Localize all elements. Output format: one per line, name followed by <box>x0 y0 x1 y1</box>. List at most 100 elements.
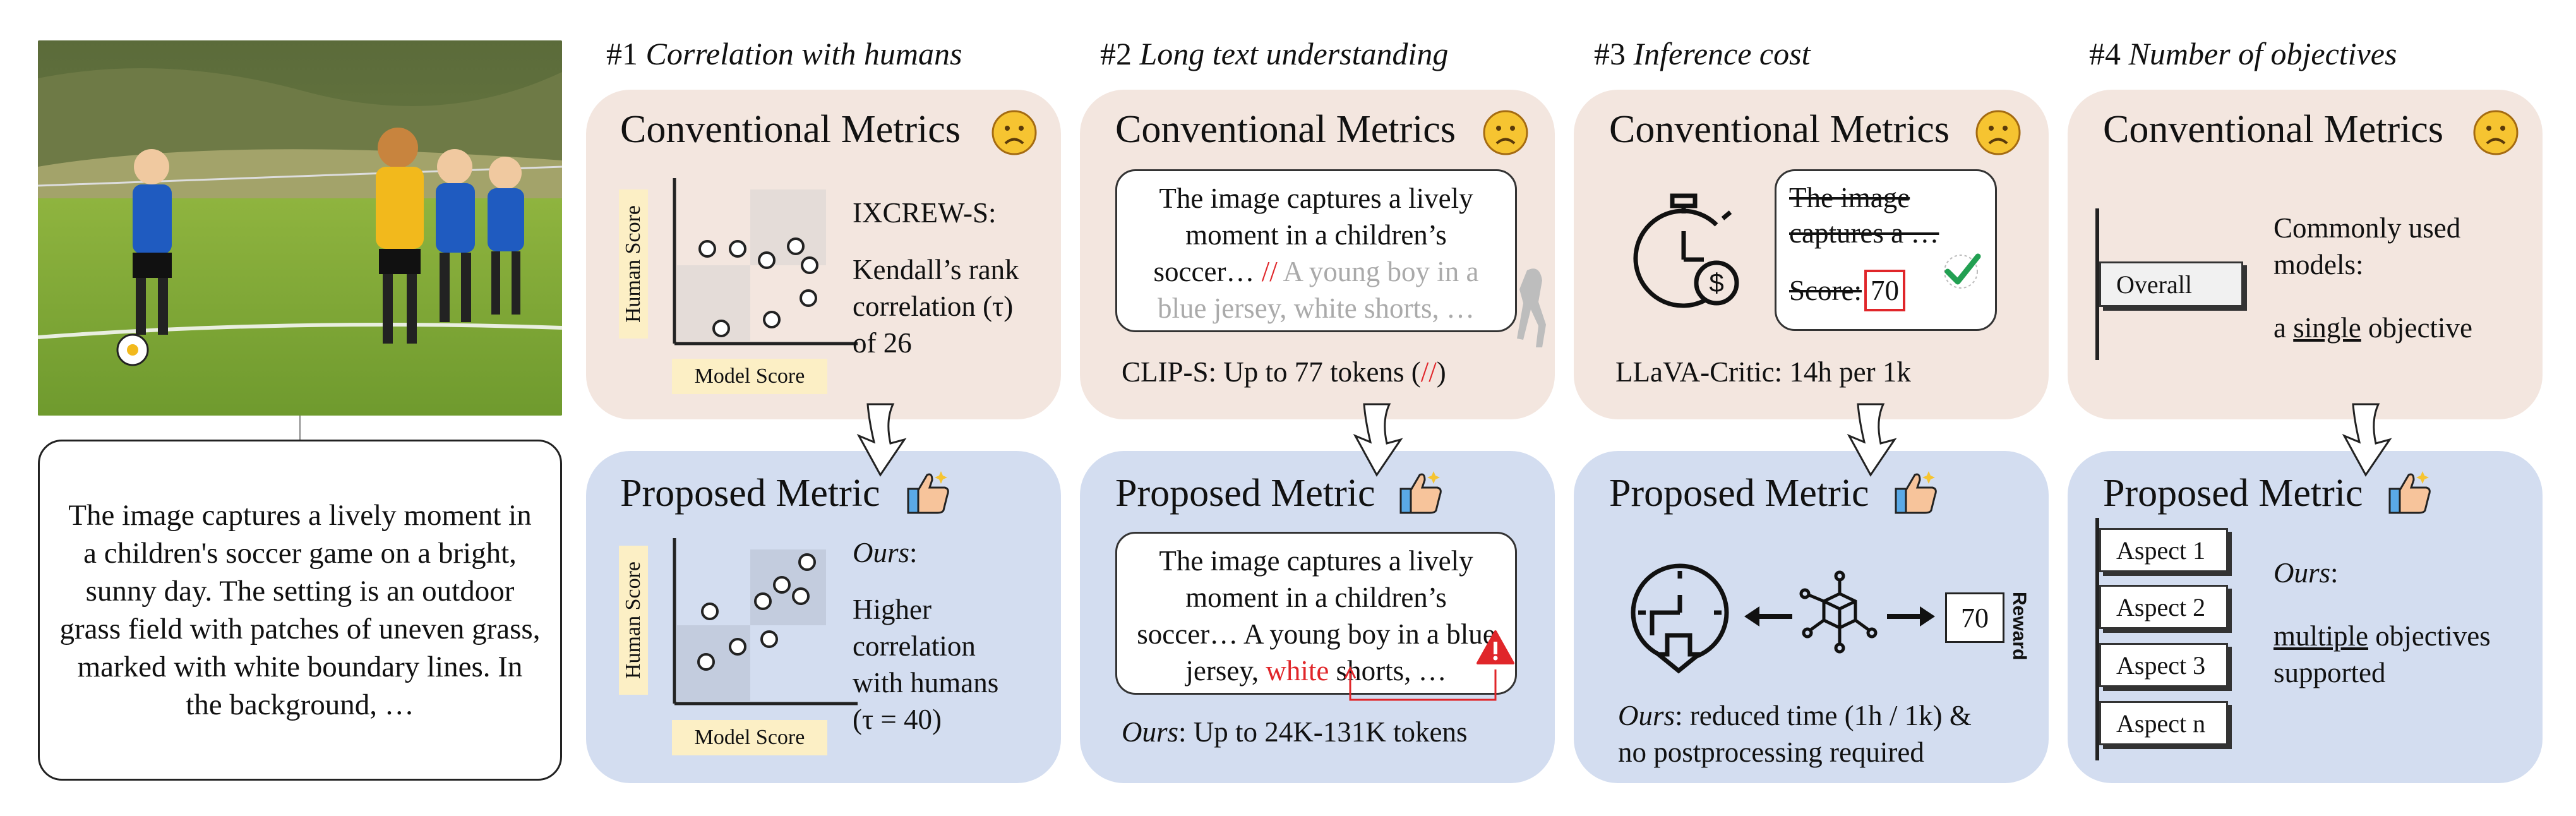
thumbs-up-icon <box>2386 467 2436 521</box>
reward-value: 70 <box>1961 602 1989 633</box>
text-line: Ours: reduced time (1h / 1k) & <box>1618 697 1972 734</box>
score-output-box: The image captures a … Score: 70 <box>1775 169 1997 331</box>
text-line: of 26 <box>853 327 912 359</box>
scissors-ghost-icon <box>1514 264 1552 356</box>
text-line: correlation <box>853 630 976 662</box>
svg-text:$: $ <box>1709 268 1723 297</box>
text-line: with humans <box>853 667 999 699</box>
aspect-box: Aspect 3 <box>2099 643 2228 687</box>
sad-face-icon <box>1482 109 1530 160</box>
column-number: #2 <box>1100 36 1132 71</box>
text-line: Higher <box>853 594 932 625</box>
objective-axis-line <box>2095 518 2099 760</box>
text-line: Ours: <box>853 537 918 568</box>
x-axis-label: Model Score <box>672 359 827 394</box>
aspect-label: Aspect 1 <box>2116 536 2206 565</box>
text-line: Ours: <box>2273 557 2339 589</box>
text-line: (τ = 40) <box>853 704 942 735</box>
caption-excerpt: The image captures a lively moment in a … <box>1137 545 1495 687</box>
column-heading: Number of objectives <box>2128 36 2397 71</box>
time-note: Ours: reduced time (1h / 1k) & no postpr… <box>1618 697 1972 771</box>
thumbs-up-icon <box>1397 467 1447 521</box>
conv-metric-text-1: IXCREW-S: Kendall’s rank correlation (τ)… <box>853 195 1019 361</box>
column-heading: Long text understanding <box>1139 36 1449 71</box>
column-number: #3 <box>1594 36 1626 71</box>
tokens-note: Ours: Up to 24K-131K tokens <box>1122 714 1468 750</box>
down-arrow-icon <box>2334 402 2397 481</box>
aspect-box: Aspect n <box>2099 701 2228 745</box>
connector-line <box>299 416 301 440</box>
caption-excerpt: shorts, … <box>1329 655 1447 687</box>
score-value: 70 <box>1864 270 1905 311</box>
truncation-mark: // <box>1420 356 1437 388</box>
aspect-label: Aspect 3 <box>2116 651 2206 680</box>
truncated-text-box: The image captures a lively moment in a … <box>1115 169 1517 332</box>
y-axis-label: Human Score <box>619 546 648 695</box>
sad-face-icon <box>2472 109 2520 160</box>
down-arrow-icon <box>849 402 912 481</box>
x-axis-label: Model Score <box>672 720 827 755</box>
column-title-1: #1 Correlation with humans <box>606 35 962 72</box>
column-number: #1 <box>606 36 638 71</box>
column-number: #4 <box>2089 36 2121 71</box>
proposed-title: Proposed Metric <box>620 472 880 515</box>
column-title-4: #4 Number of objectives <box>2089 35 2397 72</box>
thumbs-up-icon <box>1892 467 1943 521</box>
note-text: objective <box>2361 312 2472 344</box>
aspect-box: Aspect 1 <box>2099 528 2228 572</box>
column-heading: Correlation with humans <box>645 36 962 71</box>
note-text: : Up to 24K-131K tokens <box>1178 716 1468 748</box>
text-line: a single objective <box>2273 309 2472 346</box>
soccer-photo <box>38 40 562 416</box>
conventional-title: Conventional Metrics <box>1609 108 1950 151</box>
warning-icon <box>1475 629 1516 669</box>
down-arrow-icon <box>1839 402 1902 481</box>
conventional-card-4 <box>2068 90 2543 419</box>
score-label: Score: <box>1789 275 1862 306</box>
text-line: Commonly used <box>2273 212 2461 244</box>
overall-objective-box: Overall <box>2099 261 2243 307</box>
note-text: : reduced time (1h / 1k) & <box>1675 700 1972 731</box>
note-text: CLIP-S: Up to 77 tokens ( <box>1122 356 1421 388</box>
reward-label: Reward <box>2009 591 2030 661</box>
error-link-arrow <box>1344 663 1502 711</box>
down-arrow-icon <box>1345 402 1408 481</box>
column-title-2: #2 Long text understanding <box>1100 35 1448 72</box>
caption-text: The image captures a lively moment in a … <box>59 499 541 721</box>
arrow-right-icon <box>1887 604 1938 632</box>
text-line: models: <box>2273 249 2364 280</box>
aspect-label: Aspect n <box>2116 709 2206 738</box>
thumbs-up-icon <box>904 467 955 521</box>
y-axis-label: Human Score <box>619 189 648 339</box>
proposed-title: Proposed Metric <box>1609 472 1869 515</box>
text-line: correlation (τ) <box>853 291 1014 322</box>
error-word: white <box>1266 655 1329 687</box>
sad-face-icon <box>1974 109 2022 160</box>
truncated-text: A young boy in a blue jersey, white shor… <box>1158 256 1479 324</box>
struck-text: The image captures a … <box>1789 182 1939 249</box>
multiple-word: multiple <box>2273 620 2368 652</box>
caption-excerpt: The image captures a lively moment in a … <box>1153 183 1473 287</box>
llava-critic-note: LLaVA-Critic: 14h per 1k <box>1615 356 1911 388</box>
aspect-box: Aspect 2 <box>2099 585 2228 629</box>
note-text: supported <box>2273 657 2386 688</box>
conventional-title: Conventional Metrics <box>620 108 961 151</box>
clip-note: CLIP-S: Up to 77 tokens (//) <box>1122 354 1446 390</box>
fast-clock-icon <box>1627 560 1740 676</box>
text-line: IXCREW-S: <box>853 197 997 229</box>
ours-label: Ours <box>853 537 910 568</box>
conv-models-text: Commonly used models: a single objective <box>2273 210 2472 346</box>
column-title-3: #3 Inference cost <box>1594 35 1810 72</box>
column-heading: Inference cost <box>1633 36 1811 71</box>
prop-metric-text-1: Ours: Higher correlation with humans (τ … <box>853 534 998 738</box>
note-text: no postprocessing required <box>1618 736 1924 768</box>
single-word: single <box>2293 312 2361 344</box>
objective-label: Overall <box>2116 270 2192 299</box>
text-line: Kendall’s rank <box>853 254 1019 285</box>
note-text: ) <box>1436 356 1446 388</box>
objective-axis-line <box>2095 208 2099 360</box>
sad-face-icon <box>990 109 1038 160</box>
text-line: multiple objectives <box>2273 618 2491 654</box>
stopwatch-cost-icon: $ <box>1622 187 1748 316</box>
checkmark-icon <box>1939 248 1983 295</box>
